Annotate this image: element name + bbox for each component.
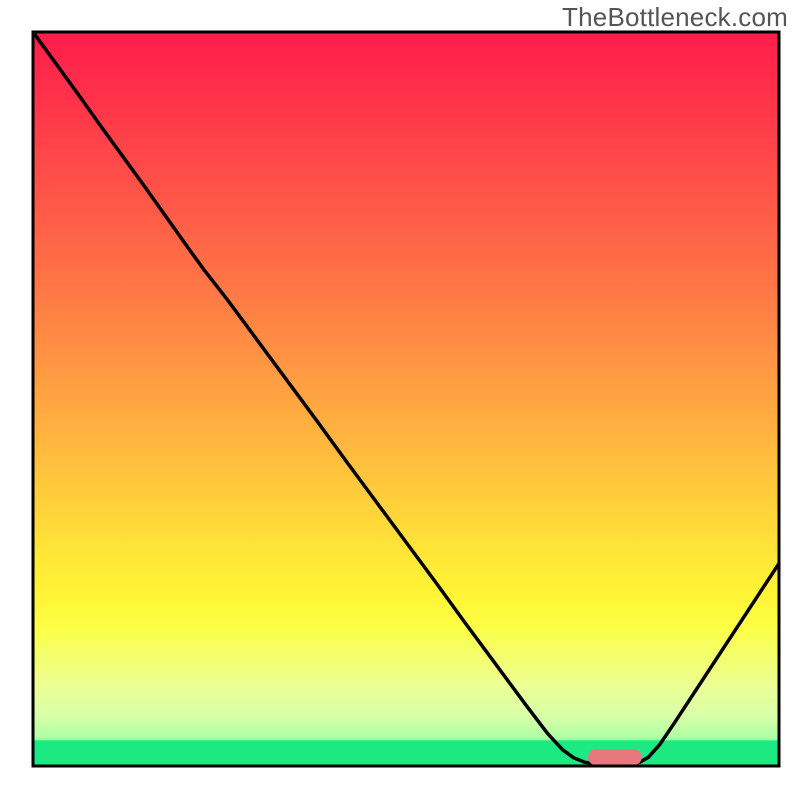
chart-frame <box>0 0 800 800</box>
plot-background <box>33 32 779 766</box>
optimal-marker <box>588 749 642 765</box>
watermark-text: TheBottleneck.com <box>562 2 788 33</box>
plot-svg <box>0 0 800 800</box>
green-baseline-strip <box>33 740 779 766</box>
